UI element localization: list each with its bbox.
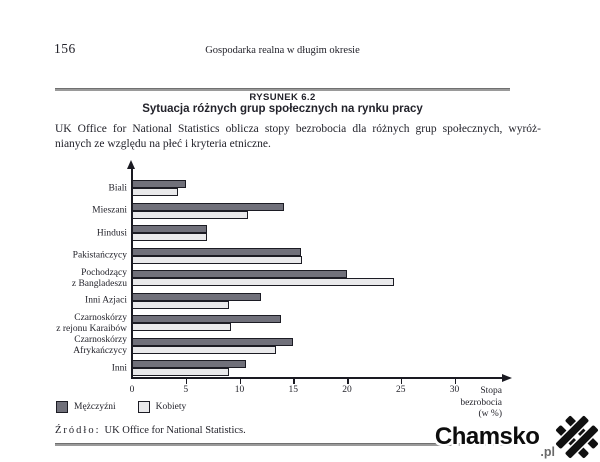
figure-title: Sytuacja różnych grup społecznych na ryn… [142,103,423,115]
legend-label-men: Mężczyźni [74,402,116,412]
category-label: Hindusi [96,228,127,238]
category-label: Pakistańczycy [72,250,127,261]
x-tick-mark [239,378,241,384]
figure-label: RYSUNEK 6.2 [249,92,316,103]
category-label: Czarnoskórzy z rejonu Karaibów [56,312,127,334]
x-axis [131,377,503,379]
category-label: Mieszani [92,205,127,216]
watermark: Chamsko .pl [435,412,600,462]
x-tick-label: 30 [449,385,460,395]
bar-women-6 [132,323,231,331]
x-tick-label: 20 [342,385,352,395]
hash-logo-icon [554,414,600,460]
x-tick-mark [454,378,456,384]
source-text: UK Office for National Statistics. [104,425,246,436]
bottom-rule [55,443,510,446]
top-rule [55,88,510,91]
bar-women-7 [132,345,277,354]
watermark-text: Chamsko [434,423,540,450]
intro-line-1: UK Office for National Statistics oblicz… [55,123,541,135]
bar-women-2 [132,233,208,241]
bar-men-3 [132,247,301,256]
legend-swatch-men [56,401,68,413]
bar-men-1 [132,202,284,211]
bar-men-2 [132,225,208,233]
x-axis-arrow-icon [502,373,512,382]
category-label: Inni Azjaci [85,295,127,306]
x-tick-mark [400,378,403,384]
x-tick-label: 15 [288,385,299,395]
bar-men-6 [132,315,282,323]
x-tick-label: 10 [234,385,245,395]
y-axis [131,166,133,378]
category-label: Inni [111,363,127,373]
chart-legend: Mężczyźni Kobiety [56,401,208,413]
y-axis-arrow-icon [127,160,135,169]
x-tick-mark [347,378,349,384]
x-tick-label: 5 [183,385,189,395]
bar-women-3 [132,255,302,264]
bar-men-4 [132,270,347,278]
x-tick-mark [293,378,295,384]
bar-women-5 [132,300,229,309]
watermark-suffix: .pl [540,445,555,459]
category-label: Pochodzący z Bangladeszu [71,267,127,289]
x-tick-label: 25 [396,385,406,395]
bar-women-8 [132,368,229,376]
intro-line-2: nianych ze względu na płeć i kryteria et… [55,138,271,150]
source-label: Źródło: [55,425,101,436]
x-tick-label: 0 [129,385,135,395]
bar-men-5 [132,292,261,301]
page-number: 156 [54,41,76,56]
x-axis-label: Stopa bezrobocia (w %) [460,386,502,419]
bar-men-0 [132,180,186,188]
bar-men-8 [132,360,246,368]
running-head: Gospodarka realna w długim okresie [205,45,360,56]
x-tick-mark [185,378,188,384]
bar-men-7 [132,337,294,346]
bar-women-4 [132,278,395,286]
source-line: Źródło: UK Office for National Statistics… [55,425,246,436]
category-label: Czarnoskórzy Afrykańczycy [73,335,127,356]
bar-women-1 [132,210,249,219]
figure-intro: UK Office for National Statistics oblicz… [55,122,541,152]
bar-women-0 [132,188,179,196]
legend-swatch-women [137,401,150,413]
category-label: Biali [108,183,127,193]
legend-label-women: Kobiety [155,402,187,412]
